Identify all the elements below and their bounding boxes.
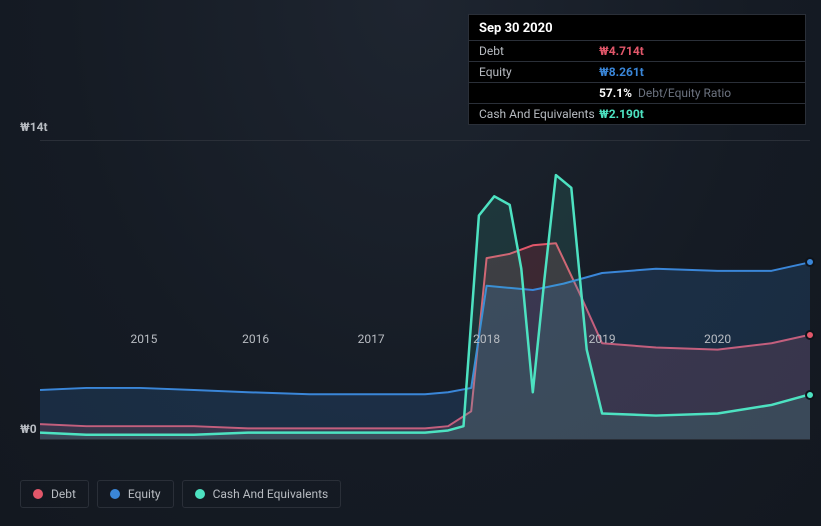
tooltip-row: 57.1% Debt/Equity Ratio	[469, 82, 805, 103]
y-axis-label-top: ₩14t	[20, 120, 48, 134]
tooltip-label: Equity	[479, 65, 599, 79]
x-axis-label: 2019	[589, 332, 616, 346]
x-axis-label: 2017	[358, 332, 385, 346]
legend-item[interactable]: Debt	[20, 480, 89, 508]
chart-tooltip: Sep 30 2020 Debt₩4.714tEquity₩8.261t57.1…	[468, 14, 806, 125]
x-axis-label: 2015	[130, 332, 157, 346]
legend-item[interactable]: Equity	[97, 480, 174, 508]
y-axis-label-bottom: ₩0	[20, 422, 37, 436]
series-end-dot-icon	[805, 257, 815, 267]
series-end-dot-icon	[805, 330, 815, 340]
legend-swatch-icon	[195, 489, 205, 499]
tooltip-row: Equity₩8.261t	[469, 61, 805, 82]
tooltip-date: Sep 30 2020	[469, 15, 805, 40]
tooltip-extra: Debt/Equity Ratio	[638, 86, 731, 100]
tooltip-value: 57.1%	[599, 86, 632, 100]
tooltip-label: Cash And Equivalents	[479, 107, 599, 121]
legend-label: Debt	[51, 487, 76, 501]
legend-swatch-icon	[110, 489, 120, 499]
chart-legend: Debt Equity Cash And Equivalents	[20, 480, 341, 508]
chart-area[interactable]: ₩14t ₩0	[20, 120, 810, 450]
series-end-dot-icon	[805, 390, 815, 400]
tooltip-value: ₩2.190t	[599, 107, 644, 121]
x-axis-label: 2020	[704, 332, 731, 346]
tooltip-row: Debt₩4.714t	[469, 40, 805, 61]
tooltip-value: ₩4.714t	[599, 44, 644, 58]
legend-label: Equity	[128, 487, 161, 501]
series-area	[40, 262, 810, 439]
legend-label: Cash And Equivalents	[213, 487, 329, 501]
tooltip-value: ₩8.261t	[599, 65, 644, 79]
x-axis-label: 2018	[473, 332, 500, 346]
legend-item[interactable]: Cash And Equivalents	[182, 480, 342, 508]
tooltip-label: Debt	[479, 44, 599, 58]
line-chart-svg	[40, 140, 810, 440]
x-axis-label: 2016	[242, 332, 269, 346]
legend-swatch-icon	[33, 489, 43, 499]
